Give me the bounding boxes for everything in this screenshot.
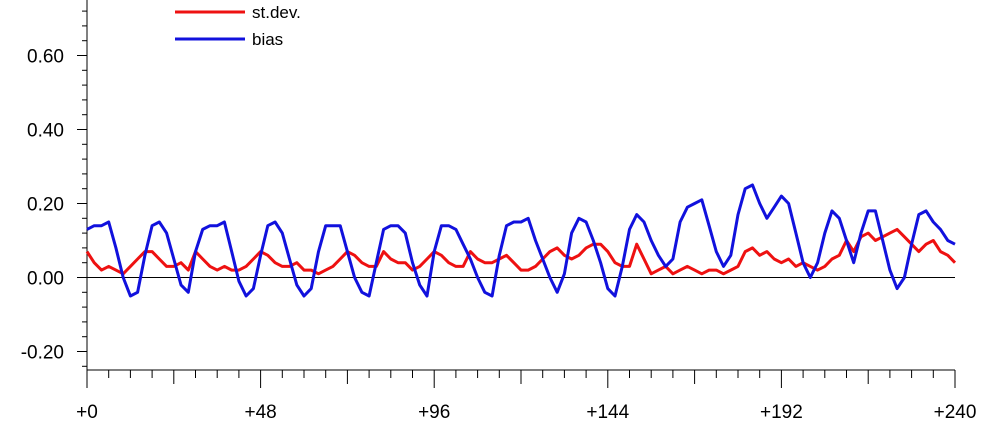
x-tick-label: +96 [418,402,450,423]
x-tick-label: +192 [760,402,803,423]
x-axis: +0 +48 +96 +144 +192 +240 [76,369,977,423]
stdev-line [85,227,957,276]
y-tick-label: 0.60 [27,47,64,68]
legend: st.dev. bias [175,3,301,49]
x-tick-label: +0 [76,402,98,423]
y-tick-label: -0.20 [21,343,64,364]
y-tick-label: 0.20 [27,195,64,216]
x-tick-label: +48 [244,402,276,423]
plot-lines [85,183,957,298]
legend-bias-label: bias [252,30,283,49]
legend-stdev-label: st.dev. [252,3,301,22]
y-axis: -0.20 0.00 0.20 0.40 0.60 [21,0,88,370]
y-tick-label: 0.40 [27,121,64,142]
x-tick-label: +144 [586,402,629,423]
x-tick-label: +240 [934,402,977,423]
y-tick-label: 0.00 [27,269,64,290]
bias-line [86,183,956,298]
